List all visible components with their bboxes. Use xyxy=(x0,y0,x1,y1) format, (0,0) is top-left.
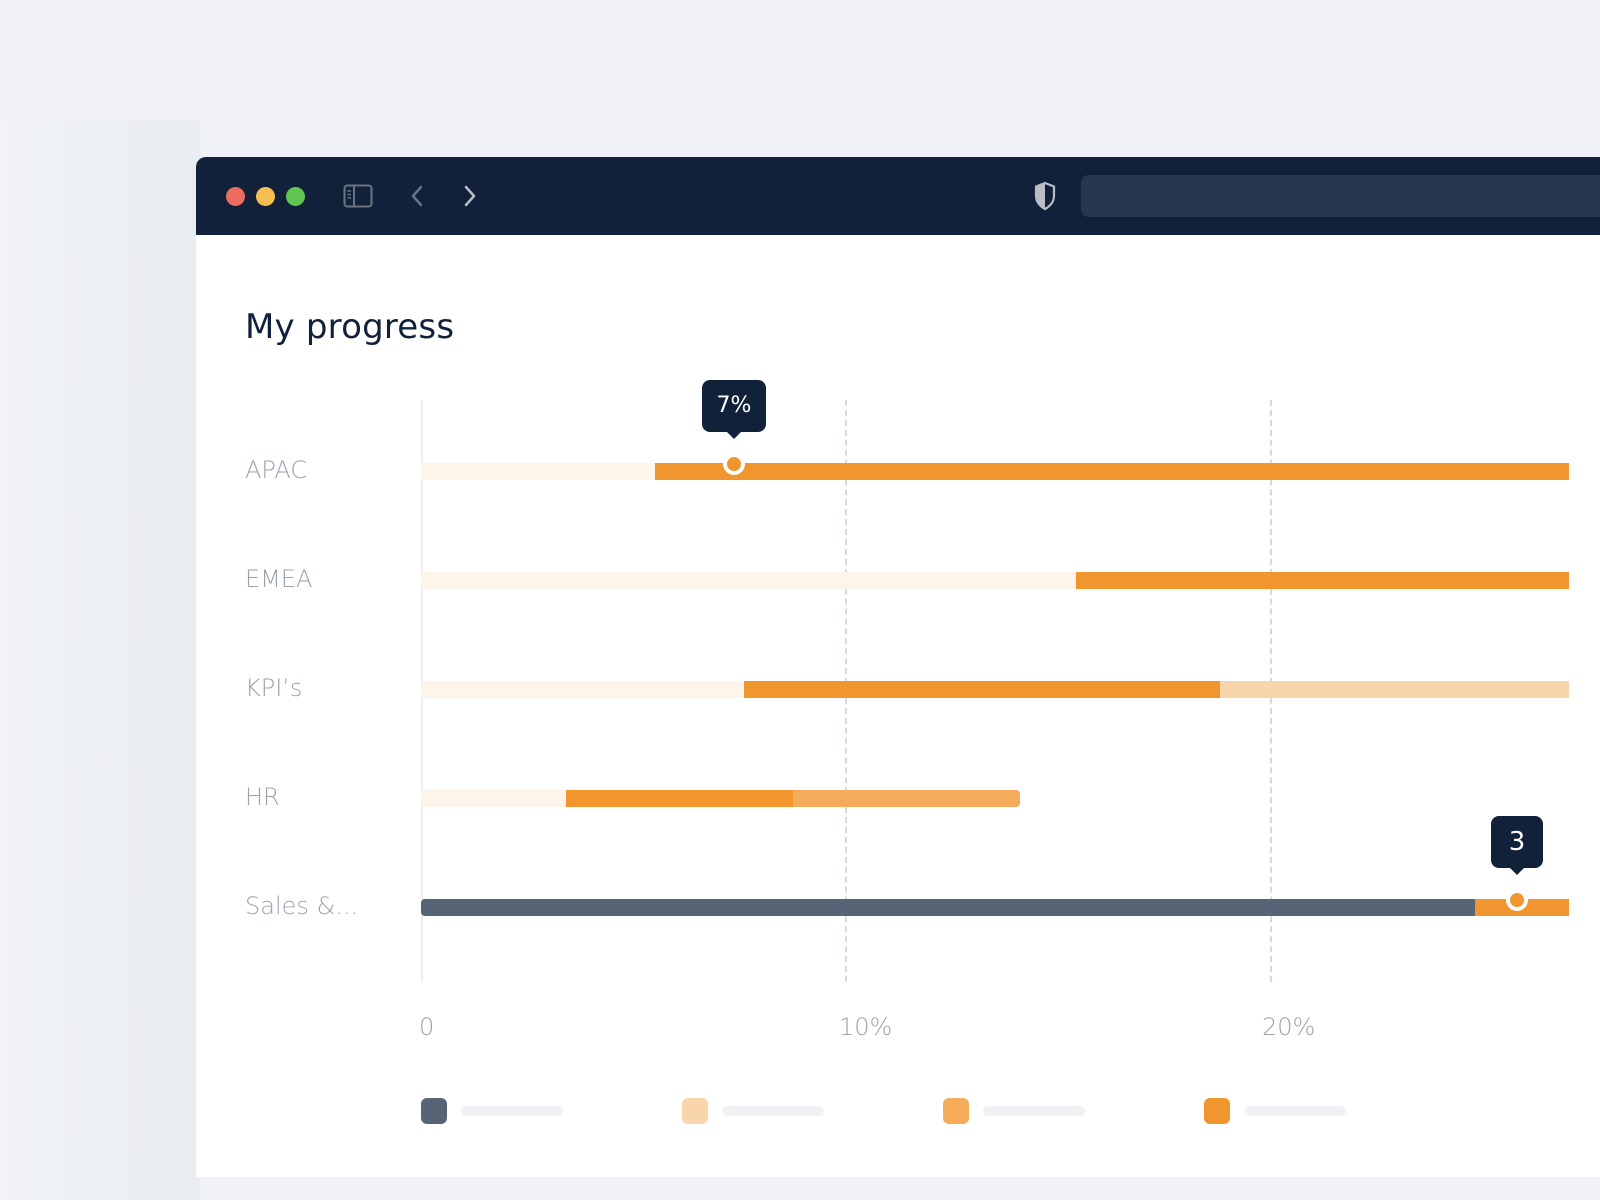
legend-swatch xyxy=(943,1098,969,1124)
sidebar-toggle-icon[interactable] xyxy=(343,184,373,208)
bar-segment xyxy=(421,463,655,480)
x-tick-0: 0 xyxy=(419,1013,435,1041)
bar-hr[interactable] xyxy=(421,790,1600,807)
maximize-window-button[interactable] xyxy=(286,187,305,206)
legend-label xyxy=(722,1106,824,1116)
bar-segment xyxy=(792,790,1021,807)
y-label-kpis: KPI’s xyxy=(245,674,303,702)
minimize-window-button[interactable] xyxy=(256,187,275,206)
page-title: My progress xyxy=(245,307,455,347)
bar-segment xyxy=(744,681,1220,698)
progress-chart: APAC EMEA KPI’s HR Sales &... 7% 3 0 10%… xyxy=(196,235,1600,1175)
sales-marker[interactable] xyxy=(1506,889,1528,911)
close-window-button[interactable] xyxy=(226,187,245,206)
background-shadow xyxy=(0,120,200,1200)
chevron-right-icon[interactable] xyxy=(459,183,481,209)
bar-segment xyxy=(421,790,566,807)
legend-label xyxy=(1244,1106,1346,1116)
legend-label xyxy=(983,1106,1085,1116)
bar-apac[interactable] xyxy=(421,463,1600,480)
y-label-apac: APAC xyxy=(245,456,308,484)
legend-label xyxy=(461,1106,563,1116)
browser-window: My progress APAC EMEA KPI’s HR Sales &..… xyxy=(196,157,1600,1177)
bar-segment xyxy=(421,681,744,698)
x-tick-20: 20% xyxy=(1262,1013,1316,1041)
sales-tooltip: 3 xyxy=(1491,816,1543,875)
bar-segment xyxy=(1075,572,1569,589)
bar-segment xyxy=(565,790,793,807)
bar-sales[interactable] xyxy=(421,899,1600,916)
x-tick-10: 10% xyxy=(839,1013,893,1041)
chevron-left-icon[interactable] xyxy=(406,183,428,209)
legend-swatch xyxy=(421,1098,447,1124)
y-label-sales: Sales &... xyxy=(245,892,359,920)
bar-segment xyxy=(654,463,1569,480)
shield-icon[interactable] xyxy=(1033,181,1057,211)
bar-segment xyxy=(421,899,1475,916)
browser-titlebar xyxy=(196,157,1600,235)
bar-kpis[interactable] xyxy=(421,681,1600,698)
y-label-hr: HR xyxy=(245,783,280,811)
y-label-emea: EMEA xyxy=(245,565,313,593)
legend-swatch xyxy=(682,1098,708,1124)
legend-swatch xyxy=(1204,1098,1230,1124)
bar-emea[interactable] xyxy=(421,572,1600,589)
apac-marker[interactable] xyxy=(723,453,745,475)
bar-segment xyxy=(421,572,1076,589)
page-content: My progress APAC EMEA KPI’s HR Sales &..… xyxy=(196,235,1600,1177)
bar-segment xyxy=(1220,681,1569,698)
address-bar[interactable] xyxy=(1081,175,1600,217)
apac-tooltip: 7% xyxy=(702,380,766,439)
